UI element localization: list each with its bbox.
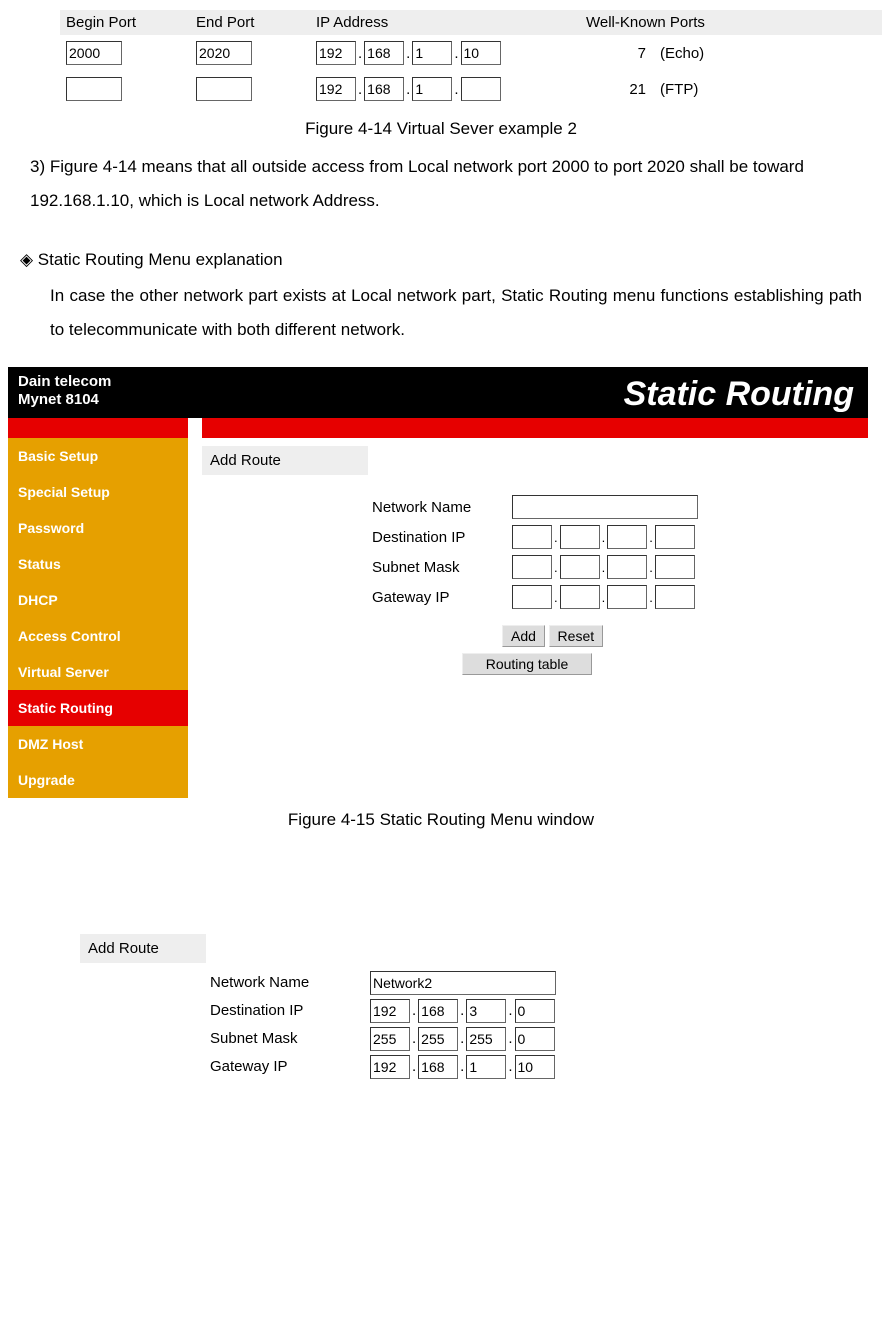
lrow-dest-ip: Destination IP . . .	[210, 999, 640, 1023]
virtual-server-table: Begin Port End Port IP Address Well-Know…	[60, 10, 882, 107]
vs-begin-port[interactable]	[66, 41, 122, 65]
label-gateway: Gateway IP	[372, 589, 512, 606]
gateway-2[interactable]	[560, 585, 600, 609]
vs-row: ...21(FTP)	[60, 71, 882, 107]
l-subnet-4[interactable]	[515, 1027, 555, 1051]
router-title: Static Routing	[198, 367, 868, 418]
gateway-4[interactable]	[655, 585, 695, 609]
brand-line2: Mynet 8104	[18, 391, 99, 408]
l-dest-ip-3[interactable]	[466, 999, 506, 1023]
l-subnet-1[interactable]	[370, 1027, 410, 1051]
lrow-subnet: Subnet Mask . . .	[210, 1027, 640, 1051]
vs-end-port[interactable]	[196, 77, 252, 101]
l-subnet-2[interactable]	[418, 1027, 458, 1051]
l-dest-ip-4[interactable]	[515, 999, 555, 1023]
dest-ip-4[interactable]	[655, 525, 695, 549]
subnet-4[interactable]	[655, 555, 695, 579]
vs-ip-oct-4[interactable]	[461, 41, 501, 65]
vs-ip-oct-4[interactable]	[461, 77, 501, 101]
reset-button[interactable]: Reset	[549, 625, 604, 647]
sidebar-item-access-control[interactable]: Access Control	[8, 618, 188, 654]
l-dest-ip-2[interactable]	[418, 999, 458, 1023]
subnet-1[interactable]	[512, 555, 552, 579]
row-dest-ip: Destination IP . . .	[372, 525, 868, 549]
vs-header-row: Begin Port End Port IP Address Well-Know…	[60, 10, 882, 35]
section-heading: ◈ Static Routing Menu explanation	[20, 246, 862, 273]
vs-ip-oct-1[interactable]	[316, 41, 356, 65]
vs-ip-oct-2[interactable]	[364, 77, 404, 101]
vs-wk-name: (Echo)	[660, 45, 780, 62]
vs-col-header-wk: Well-Known Ports	[586, 14, 719, 31]
router-window: Dain telecom Mynet 8104 Static Routing B…	[8, 367, 868, 798]
button-row-2: Routing table	[462, 653, 868, 675]
add-route-header: Add Route	[202, 446, 368, 475]
vs-col-header-ip: IP Address	[316, 14, 586, 31]
brand-line1: Dain telecom	[18, 373, 111, 390]
l-gateway-2[interactable]	[418, 1055, 458, 1079]
subnet-3[interactable]	[607, 555, 647, 579]
row-subnet: Subnet Mask . . .	[372, 555, 868, 579]
red-bar	[8, 418, 868, 438]
row-network-name: Network Name	[372, 495, 868, 519]
router-top-bar: Dain telecom Mynet 8104 Static Routing	[8, 367, 868, 418]
label-network-name: Network Name	[372, 499, 512, 516]
subnet-2[interactable]	[560, 555, 600, 579]
section-body: In case the other network part exists at…	[50, 279, 862, 347]
dest-ip-3[interactable]	[607, 525, 647, 549]
router-content: Add Route Network Name Destination IP . …	[188, 438, 868, 798]
gateway-1[interactable]	[512, 585, 552, 609]
label-dest-ip: Destination IP	[372, 529, 512, 546]
vs-wk-num: 21	[586, 81, 660, 98]
vs-end-port[interactable]	[196, 41, 252, 65]
gateway-3[interactable]	[607, 585, 647, 609]
figure-caption-414: Figure 4-14 Virtual Sever example 2	[0, 115, 882, 142]
sidebar-item-dhcp[interactable]: DHCP	[8, 582, 188, 618]
sidebar-item-dmz-host[interactable]: DMZ Host	[8, 726, 188, 762]
vs-col-header-end: End Port	[196, 14, 316, 31]
vs-wk-name: (FTP)	[660, 81, 780, 98]
vs-row: ...7(Echo)	[60, 35, 882, 71]
input-network-name[interactable]	[512, 495, 698, 519]
sidebar-item-virtual-server[interactable]: Virtual Server	[8, 654, 188, 690]
l-input-network-name[interactable]	[370, 971, 556, 995]
vs-ip-oct-3[interactable]	[412, 41, 452, 65]
l-label-subnet: Subnet Mask	[210, 1030, 370, 1047]
row-gateway: Gateway IP . . .	[372, 585, 868, 609]
l-label-dest-ip: Destination IP	[210, 1002, 370, 1019]
lower-header: Add Route	[80, 934, 206, 963]
vs-ip-oct-1[interactable]	[316, 77, 356, 101]
lower-add-route: Add Route Network Name Destination IP . …	[80, 934, 640, 1079]
dest-ip-2[interactable]	[560, 525, 600, 549]
l-subnet-3[interactable]	[466, 1027, 506, 1051]
sidebar-item-basic-setup[interactable]: Basic Setup	[8, 438, 188, 474]
lrow-network-name: Network Name	[210, 971, 640, 995]
add-button[interactable]: Add	[502, 625, 545, 647]
button-row-1: Add Reset	[502, 625, 868, 647]
router-brand: Dain telecom Mynet 8104	[8, 367, 198, 418]
paragraph-3: 3) Figure 4-14 means that all outside ac…	[0, 150, 882, 347]
para-3-text: 3) Figure 4-14 means that all outside ac…	[30, 157, 804, 210]
sidebar-item-upgrade[interactable]: Upgrade	[8, 762, 188, 798]
vs-ip-oct-3[interactable]	[412, 77, 452, 101]
l-label-gateway: Gateway IP	[210, 1058, 370, 1075]
vs-col-header-begin: Begin Port	[66, 14, 196, 31]
l-gateway-1[interactable]	[370, 1055, 410, 1079]
vs-ip-oct-2[interactable]	[364, 41, 404, 65]
label-subnet: Subnet Mask	[372, 559, 512, 576]
vs-begin-port[interactable]	[66, 77, 122, 101]
sidebar-item-special-setup[interactable]: Special Setup	[8, 474, 188, 510]
figure-caption-415: Figure 4-15 Static Routing Menu window	[0, 806, 882, 833]
l-label-network-name: Network Name	[210, 974, 370, 991]
sidebar-item-static-routing[interactable]: Static Routing	[8, 690, 188, 726]
l-gateway-3[interactable]	[466, 1055, 506, 1079]
l-gateway-4[interactable]	[515, 1055, 555, 1079]
routing-table-button[interactable]: Routing table	[462, 653, 592, 675]
sidebar-item-password[interactable]: Password	[8, 510, 188, 546]
dest-ip-1[interactable]	[512, 525, 552, 549]
vs-wk-num: 7	[586, 45, 660, 62]
sidebar-item-status[interactable]: Status	[8, 546, 188, 582]
lrow-gateway: Gateway IP . . .	[210, 1055, 640, 1079]
sidebar: Basic SetupSpecial SetupPasswordStatusDH…	[8, 438, 188, 798]
l-dest-ip-1[interactable]	[370, 999, 410, 1023]
